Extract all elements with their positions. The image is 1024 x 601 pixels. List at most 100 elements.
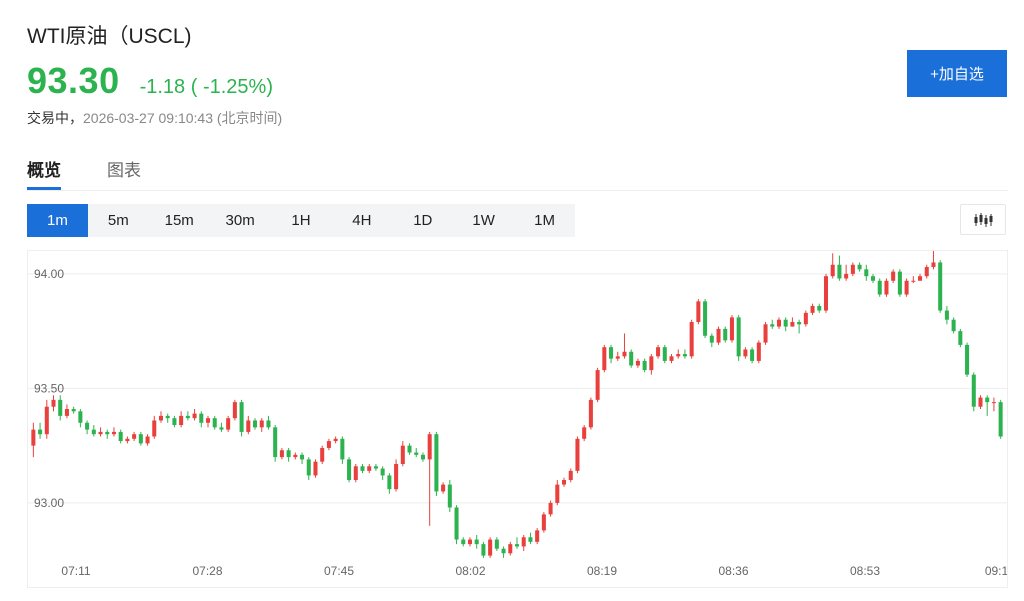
candle xyxy=(71,406,76,414)
candle-body xyxy=(803,312,808,325)
candle xyxy=(91,425,96,437)
candle xyxy=(98,427,103,437)
candle-body xyxy=(71,409,76,412)
candle xyxy=(535,528,540,545)
tab-chart[interactable]: 图表 xyxy=(107,156,141,189)
chart-panel: 94.00 93.50 93.00 07:11 07:28 07:45 08:02 08:1… xyxy=(27,248,1009,588)
y-tick-label: 93.00 xyxy=(34,496,64,510)
instrument-title: WTI原油（USCL) xyxy=(27,25,192,48)
tab-overview[interactable]: 概览 xyxy=(27,156,61,190)
candle xyxy=(850,262,855,277)
candle xyxy=(575,436,580,474)
candle xyxy=(844,264,849,281)
candle-body xyxy=(696,301,701,322)
candle-body xyxy=(259,420,264,428)
candle xyxy=(58,395,63,421)
candle xyxy=(434,431,439,497)
candle-body xyxy=(723,328,728,341)
interval-30m[interactable]: 30m xyxy=(225,212,255,229)
tab-label: 图表 xyxy=(107,161,141,180)
x-tick-label: 09:1 xyxy=(985,564,1007,578)
candle xyxy=(165,413,170,423)
candle-body xyxy=(58,399,63,416)
candle-body xyxy=(904,280,909,295)
candle xyxy=(152,415,157,439)
candle-body xyxy=(595,370,600,400)
candle xyxy=(279,447,284,460)
candle xyxy=(51,395,56,412)
candle-body xyxy=(642,360,647,371)
candle xyxy=(138,431,143,446)
candle-body xyxy=(199,413,204,423)
candle-body xyxy=(870,276,876,281)
candle-body xyxy=(239,402,244,432)
interval-1w[interactable]: 1W xyxy=(472,212,495,229)
interval-5m[interactable]: 5m xyxy=(107,212,129,229)
interval-4h[interactable]: 4H xyxy=(352,212,372,229)
candle xyxy=(682,349,687,359)
candle-body xyxy=(911,280,916,282)
candle xyxy=(320,445,325,464)
candle xyxy=(246,415,251,435)
tab-label: 概览 xyxy=(27,161,61,180)
candle-body xyxy=(192,413,197,419)
candle xyxy=(64,404,69,419)
chart-type-button[interactable] xyxy=(960,204,1006,235)
candle xyxy=(904,278,909,297)
candle xyxy=(286,447,291,462)
candle xyxy=(803,310,808,327)
candle-body xyxy=(763,324,768,343)
candle-body xyxy=(219,427,224,430)
y-axis: 94.00 93.50 93.00 xyxy=(34,267,64,510)
tab-bar: 概览 图表 xyxy=(27,150,1008,191)
candle xyxy=(427,431,432,526)
candle-body xyxy=(978,397,983,407)
candle-body xyxy=(494,539,499,549)
candle xyxy=(629,349,634,368)
candle xyxy=(897,269,902,297)
interval-1h[interactable]: 1H xyxy=(291,212,311,229)
add-watchlist-button[interactable]: +加自选 xyxy=(907,50,1007,97)
candle-body xyxy=(750,349,755,361)
candle xyxy=(642,358,647,373)
candle xyxy=(958,328,963,348)
candle-body xyxy=(602,347,607,371)
interval-1m[interactable]: 1m xyxy=(27,204,88,237)
candle-body xyxy=(783,319,788,327)
candle-body xyxy=(461,539,466,545)
chart-grid xyxy=(28,273,1007,504)
candle-body xyxy=(400,445,405,464)
candle-body xyxy=(380,468,385,476)
candle-body xyxy=(844,273,849,279)
candle-body xyxy=(938,262,943,311)
candle-body xyxy=(622,351,627,357)
candle-body xyxy=(830,264,835,277)
interval-1d[interactable]: 1D xyxy=(413,212,433,229)
candle xyxy=(44,399,49,439)
interval-1m[interactable]: 1M xyxy=(534,212,555,229)
candle xyxy=(373,463,378,471)
interval-15m[interactable]: 15m xyxy=(164,212,194,229)
candle-body xyxy=(91,429,96,435)
candle xyxy=(622,333,627,359)
candle-body xyxy=(333,438,338,442)
candle-body xyxy=(676,354,681,357)
candle-body xyxy=(447,484,452,508)
candle-body xyxy=(105,431,110,435)
candle xyxy=(118,429,123,444)
candle xyxy=(420,452,425,462)
candle-body xyxy=(817,305,822,311)
candle-body xyxy=(273,427,278,458)
candle-body xyxy=(320,447,325,462)
candle-body xyxy=(790,321,795,327)
candle xyxy=(380,466,385,481)
candle xyxy=(367,463,372,474)
candle xyxy=(770,319,775,329)
candle-body xyxy=(918,276,923,281)
candle xyxy=(965,342,970,377)
candle xyxy=(602,344,607,373)
candle xyxy=(179,411,184,428)
candle-body xyxy=(891,271,896,281)
candle xyxy=(293,452,298,460)
candle xyxy=(192,409,197,421)
